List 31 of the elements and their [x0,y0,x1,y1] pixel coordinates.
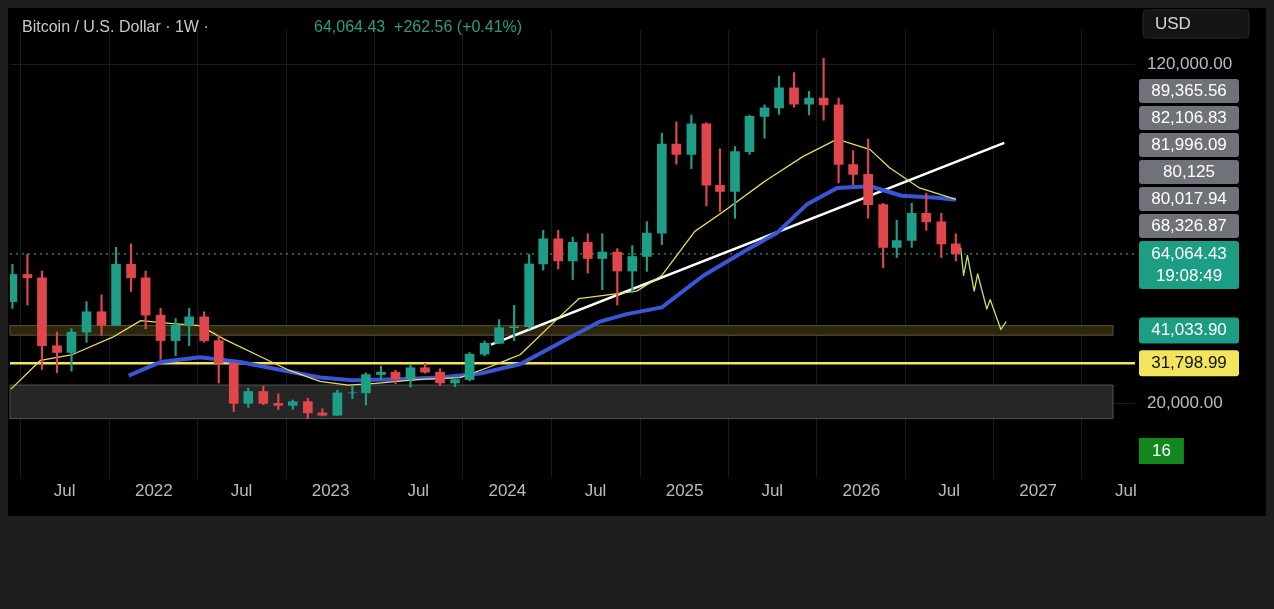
x-tick-label: 2025 [665,480,704,500]
candlestick [273,393,284,410]
ref-line-label: 31,798.99 [1151,353,1227,373]
x-tick-label: Jul [761,480,784,500]
text: 80,017.94 [1151,188,1227,208]
text: 89,365.56 [1151,80,1227,100]
x-tick-label: 2024 [488,480,527,500]
candlestick [509,305,519,341]
x-tick-label: Jul [938,480,960,500]
x-tick-label: 2026 [842,480,881,500]
y-tick-label: 120,000.00 [1147,53,1233,73]
text: 68,326.87 [1151,215,1227,235]
ref-line-label: 64,064.43 19:08:49 [1151,243,1227,285]
x-tick-label: Jul [230,480,253,500]
y-tick-label: 20,000.00 [1147,393,1223,413]
text: 16 [1152,440,1171,460]
chart-subtitle: 64,064.43 +262.56 (+0.41%) [314,18,523,36]
x-tick-label: Jul [53,480,76,500]
text: 82,106.83 [1151,107,1227,127]
x-tick-label: Jul [1114,480,1137,500]
x-tick-label: Jul [407,480,430,500]
chart-title: Bitcoin / U.S. Dollar · 1W · [22,18,209,36]
band-label: 41,033.90 [1151,320,1227,340]
candlestick [287,399,298,410]
text: 81,996.09 [1151,134,1227,154]
text: USD [1155,13,1191,33]
x-tick-label: 2022 [134,480,173,500]
text: 80,125 [1163,161,1215,181]
x-tick-label: 2027 [1019,480,1058,500]
x-tick-label: 2023 [311,480,350,500]
x-tick-label: Jul [584,480,607,500]
